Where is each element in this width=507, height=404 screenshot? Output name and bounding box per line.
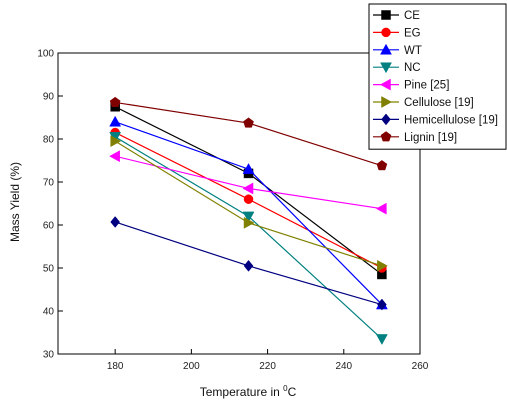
legend-label: Cellulose [19] — [404, 97, 474, 109]
series-pine-25 — [109, 150, 387, 215]
legend-marker — [379, 78, 391, 91]
y-tick-label: 60 — [43, 221, 55, 232]
data-point-marker — [377, 259, 388, 272]
y-tick-label: 50 — [43, 264, 55, 275]
data-point-marker — [243, 216, 255, 229]
legend-item: Hemicellulose [19] — [373, 113, 498, 126]
legend-box — [368, 3, 507, 150]
x-axis-title-main: Temperature in — [200, 385, 283, 399]
legend-marker — [381, 10, 391, 20]
y-tick-label: 40 — [43, 307, 55, 318]
legend-marker — [381, 96, 393, 108]
legend-item: Lignin [19] — [373, 131, 457, 144]
y-axis-title: Mass Yield (%) — [8, 162, 22, 242]
legend-label: CE — [404, 10, 420, 22]
data-point-marker — [109, 96, 121, 107]
series-eg — [110, 127, 387, 273]
plot-frame — [57, 52, 421, 355]
y-tick-label: 80 — [43, 135, 55, 146]
data-point-marker — [377, 298, 387, 311]
series-hemicellulose-19 — [110, 216, 387, 311]
legend-item: Pine [25] — [373, 78, 449, 92]
data-point-marker — [242, 163, 255, 174]
data-point-marker — [242, 182, 254, 195]
x-tick-label: 180 — [107, 361, 124, 372]
y-tick-label: 90 — [43, 92, 55, 103]
legend-label: WT — [404, 45, 422, 57]
legend-item: Cellulose [19] — [373, 96, 474, 109]
series-lignin-19 — [109, 96, 388, 171]
x-axis-title-unit: C — [288, 385, 297, 399]
x-tick-label: 220 — [259, 361, 276, 372]
legend-marker — [380, 131, 392, 142]
y-tick-label: 70 — [43, 178, 55, 189]
y-axis-ticks: 30 40 50 60 70 80 90 100 — [37, 49, 63, 361]
legend-item: EG — [373, 27, 421, 39]
legend-item: NC — [373, 62, 421, 74]
x-tick-label: 260 — [412, 361, 429, 372]
x-axis-title: Temperature in 0C — [200, 384, 297, 399]
legend-item: CE — [373, 10, 420, 22]
legend-marker — [381, 27, 391, 38]
axes — [57, 52, 421, 355]
series-line — [115, 101, 383, 167]
y-tick-label: 30 — [43, 350, 55, 361]
data-point-marker — [109, 115, 122, 127]
x-tick-label: 240 — [335, 361, 352, 372]
data-point-marker — [243, 259, 254, 272]
data-point-marker — [109, 150, 120, 163]
data-point-marker — [376, 160, 388, 171]
data-point-marker — [243, 194, 254, 204]
data-point-marker — [242, 211, 255, 223]
legend-label: EG — [404, 27, 421, 39]
legend-label: Hemicellulose [19] — [404, 114, 498, 126]
legend-label: NC — [404, 62, 421, 74]
data-point-marker — [375, 202, 387, 215]
y-tick-label: 100 — [37, 49, 54, 60]
data-point-marker — [243, 117, 254, 128]
data-point-marker — [110, 135, 122, 148]
legend-label: Lignin [19] — [404, 132, 457, 144]
x-axis-ticks: 180 200 220 240 260 — [107, 349, 429, 372]
legend: CE EG WT NC Pine [25] Cellulose [19] Hemicellu… — [368, 3, 507, 150]
x-tick-label: 200 — [183, 361, 200, 372]
legend-marker — [380, 62, 392, 74]
series-layer — [109, 96, 388, 345]
legend-marker — [380, 43, 392, 55]
legend-marker — [381, 113, 391, 126]
data-point-marker — [375, 334, 388, 345]
x-axis-title-superscript: 0 — [283, 384, 288, 393]
data-point-marker — [110, 216, 120, 228]
series-cellulose-19 — [110, 135, 388, 272]
legend-label: Pine [25] — [404, 80, 449, 92]
series-nc — [109, 132, 388, 345]
legend-item: WT — [373, 43, 422, 57]
